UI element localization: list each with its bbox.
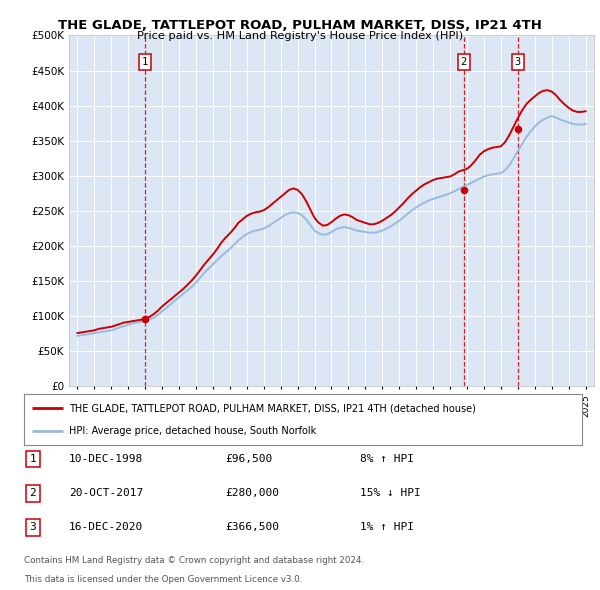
Text: 15% ↓ HPI: 15% ↓ HPI [360, 489, 421, 498]
Text: THE GLADE, TATTLEPOT ROAD, PULHAM MARKET, DISS, IP21 4TH: THE GLADE, TATTLEPOT ROAD, PULHAM MARKET… [58, 19, 542, 32]
Text: Price paid vs. HM Land Registry's House Price Index (HPI): Price paid vs. HM Land Registry's House … [137, 31, 463, 41]
Text: This data is licensed under the Open Government Licence v3.0.: This data is licensed under the Open Gov… [24, 575, 302, 584]
Text: 2: 2 [460, 57, 467, 67]
Text: 2: 2 [29, 489, 37, 498]
Text: 1% ↑ HPI: 1% ↑ HPI [360, 523, 414, 532]
Text: Contains HM Land Registry data © Crown copyright and database right 2024.: Contains HM Land Registry data © Crown c… [24, 556, 364, 565]
Text: 3: 3 [515, 57, 521, 67]
Text: £96,500: £96,500 [225, 454, 272, 464]
Text: HPI: Average price, detached house, South Norfolk: HPI: Average price, detached house, Sout… [68, 427, 316, 437]
Text: THE GLADE, TATTLEPOT ROAD, PULHAM MARKET, DISS, IP21 4TH (detached house): THE GLADE, TATTLEPOT ROAD, PULHAM MARKET… [68, 403, 476, 413]
Text: 10-DEC-1998: 10-DEC-1998 [69, 454, 143, 464]
Text: 3: 3 [29, 523, 37, 532]
Text: 20-OCT-2017: 20-OCT-2017 [69, 489, 143, 498]
Text: 1: 1 [29, 454, 37, 464]
Text: £280,000: £280,000 [225, 489, 279, 498]
Text: 1: 1 [142, 57, 148, 67]
Text: £366,500: £366,500 [225, 523, 279, 532]
Text: 8% ↑ HPI: 8% ↑ HPI [360, 454, 414, 464]
Text: 16-DEC-2020: 16-DEC-2020 [69, 523, 143, 532]
